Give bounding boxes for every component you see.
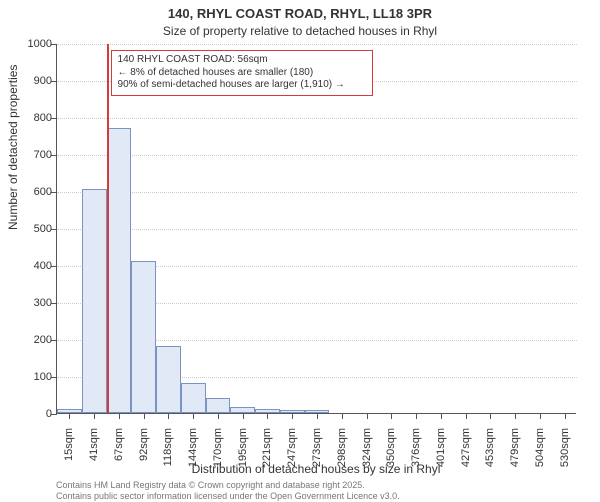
x-tick [565, 413, 566, 419]
title-main: 140, RHYL COAST ROAD, RHYL, LL18 3PR [0, 6, 600, 21]
y-tick-label: 500 [12, 223, 52, 235]
x-tick [69, 413, 70, 419]
x-tick [119, 413, 120, 419]
title-sub: Size of property relative to detached ho… [0, 24, 600, 38]
y-tick-label: 700 [12, 149, 52, 161]
x-tick [466, 413, 467, 419]
x-tick [292, 413, 293, 419]
footer: Contains HM Land Registry data © Crown c… [56, 480, 576, 502]
y-tick-label: 1000 [12, 38, 52, 50]
x-tick [243, 413, 244, 419]
x-tick [317, 413, 318, 419]
x-tick [540, 413, 541, 419]
x-tick [367, 413, 368, 419]
histogram-bar [131, 261, 156, 413]
chart-root: 140, RHYL COAST ROAD, RHYL, LL18 3PR Siz… [0, 0, 600, 500]
grid-line [57, 229, 577, 230]
x-tick [193, 413, 194, 419]
annotation-line3: 90% of semi-detached houses are larger (… [118, 79, 366, 92]
x-tick [218, 413, 219, 419]
histogram-bar [181, 383, 206, 413]
annotation-box: 140 RHYL COAST ROAD: 56sqm ← 8% of detac… [111, 50, 373, 96]
x-tick [490, 413, 491, 419]
y-tick-label: 400 [12, 260, 52, 272]
plot-area: 140 RHYL COAST ROAD: 56sqm ← 8% of detac… [56, 44, 576, 414]
x-tick [515, 413, 516, 419]
x-tick [168, 413, 169, 419]
grid-line [57, 118, 577, 119]
histogram-bar [206, 398, 231, 413]
x-tick [144, 413, 145, 419]
histogram-bar [82, 189, 107, 413]
x-tick [441, 413, 442, 419]
y-tick-label: 100 [12, 371, 52, 383]
grid-line [57, 155, 577, 156]
y-tick-label: 200 [12, 334, 52, 346]
histogram-bar [107, 128, 132, 413]
y-tick-label: 600 [12, 186, 52, 198]
x-axis-label: Distribution of detached houses by size … [56, 462, 576, 476]
x-tick [267, 413, 268, 419]
x-tick [416, 413, 417, 419]
y-tick-label: 300 [12, 297, 52, 309]
x-tick [391, 413, 392, 419]
grid-line [57, 44, 577, 45]
y-tick-label: 0 [12, 408, 52, 420]
annotation-line1: 140 RHYL COAST ROAD: 56sqm [118, 54, 366, 67]
grid-line [57, 192, 577, 193]
y-tick-label: 900 [12, 75, 52, 87]
x-tick [94, 413, 95, 419]
x-tick [342, 413, 343, 419]
histogram-bar [156, 346, 181, 413]
property-marker-line [107, 44, 109, 413]
footer-line1: Contains HM Land Registry data © Crown c… [56, 480, 576, 491]
y-axis-label: Number of detached properties [6, 65, 20, 230]
annotation-line2: ← 8% of detached houses are smaller (180… [118, 67, 366, 80]
y-tick-label: 800 [12, 112, 52, 124]
